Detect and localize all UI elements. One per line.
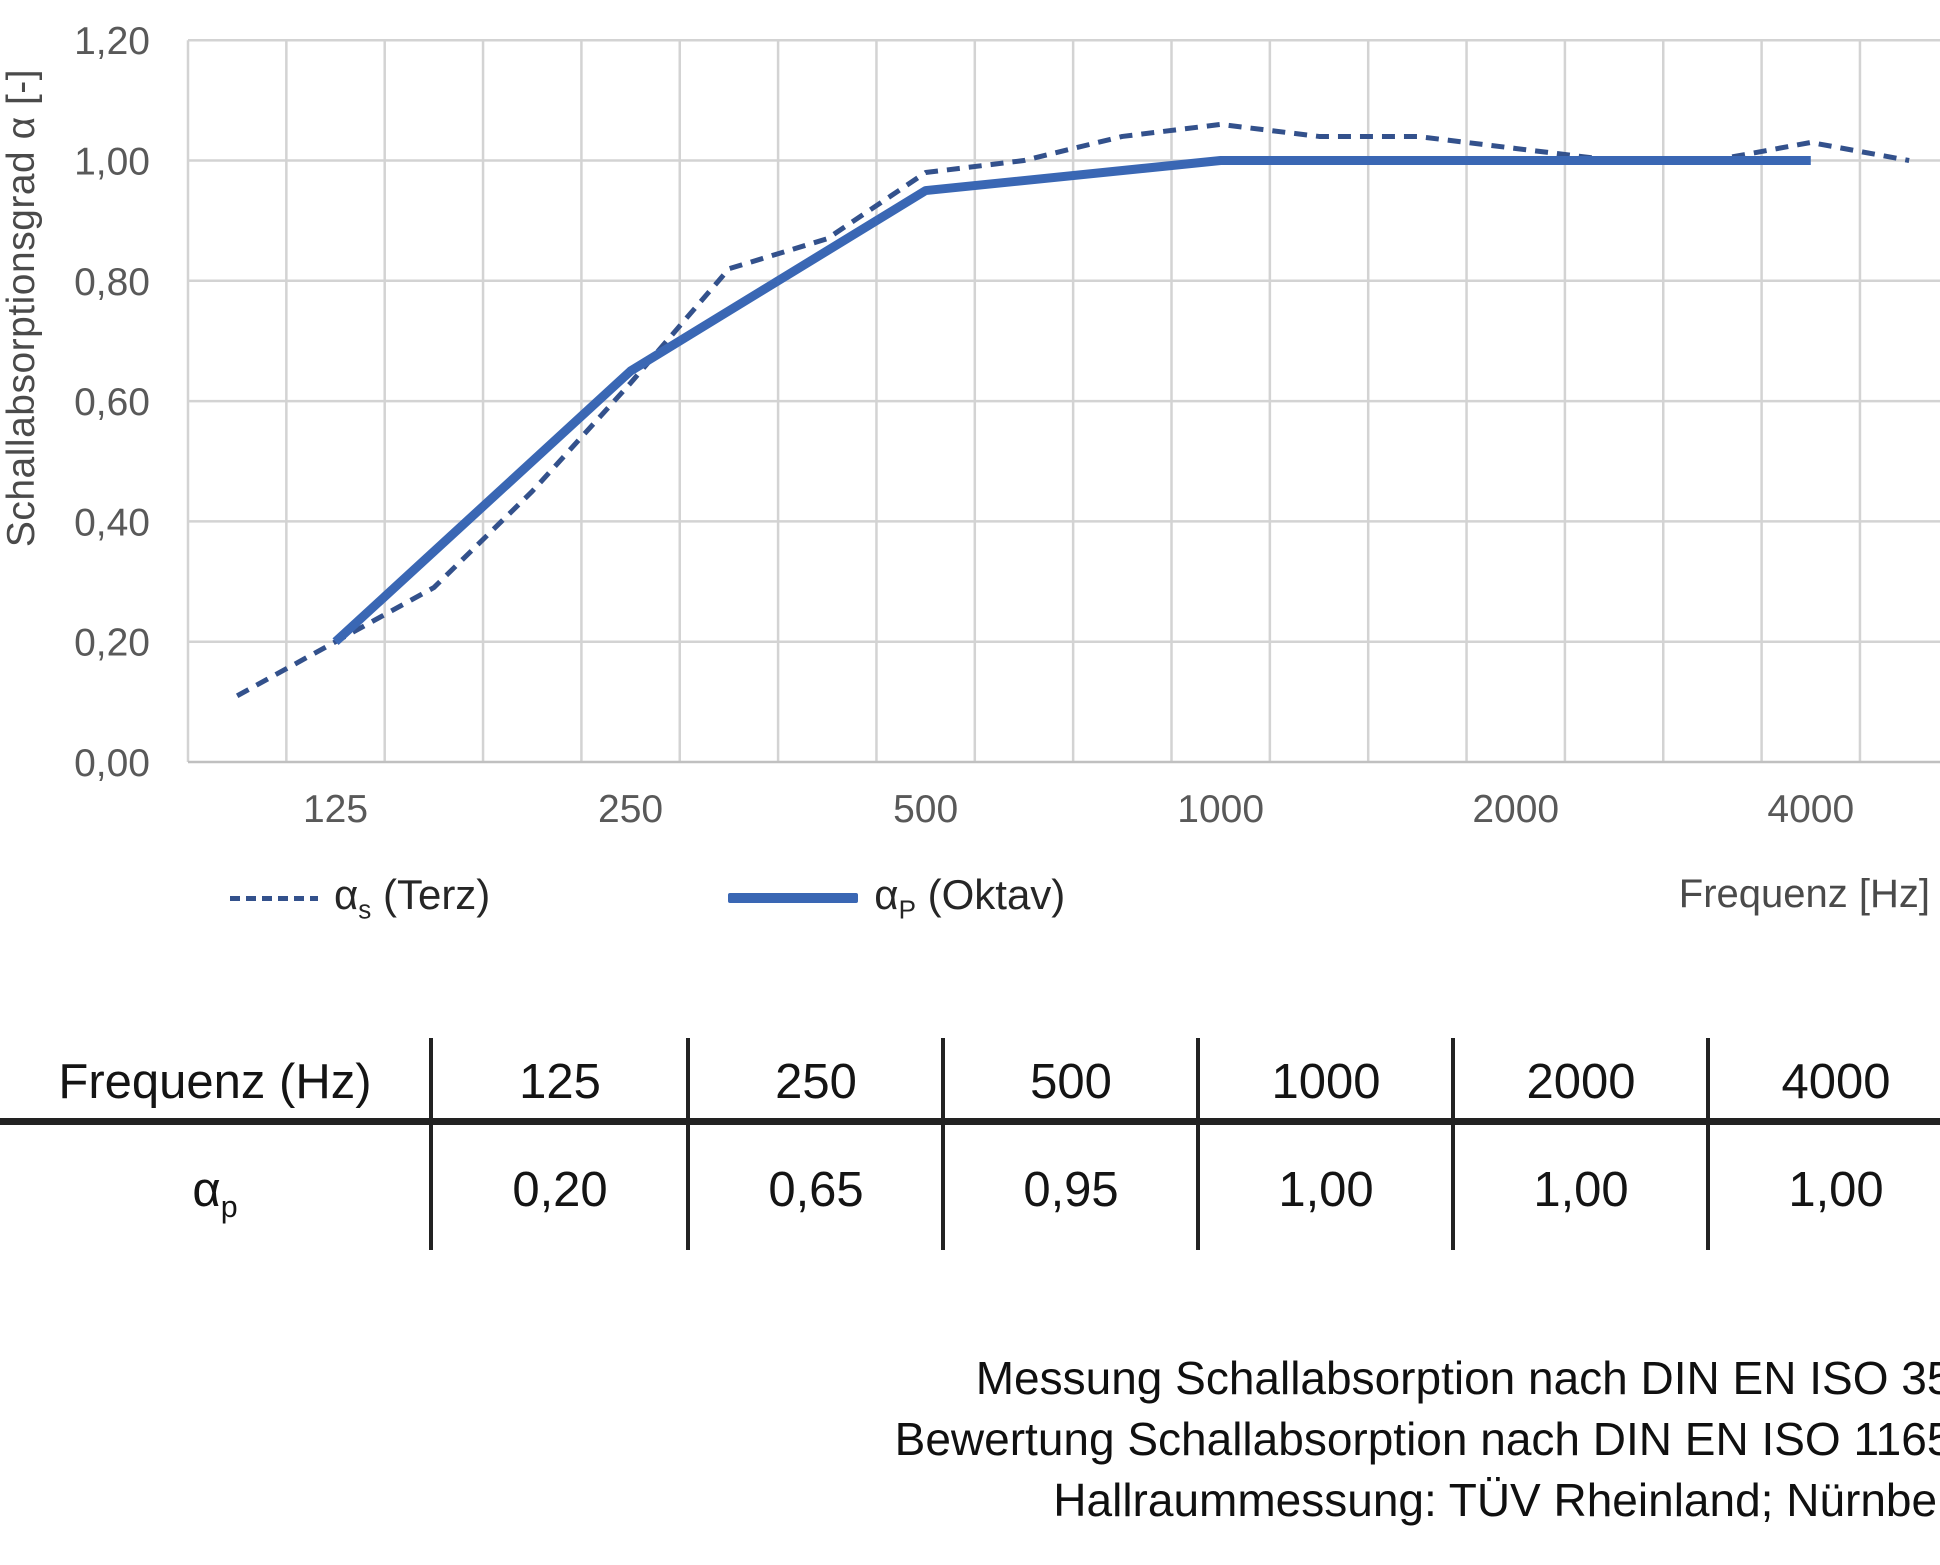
chart-legend: αs (Terz) αP (Oktav) <box>185 868 1065 928</box>
footer-line-2: Bewertung Schallabsorption nach DIN EN I… <box>894 1413 1940 1465</box>
terz-dashed-line-swatch <box>230 895 318 901</box>
table-divider <box>1451 1038 1455 1250</box>
table-value-500: 0,95 <box>1023 1163 1119 1217</box>
table-value-250: 0,65 <box>768 1163 864 1217</box>
table-value-2000: 1,00 <box>1533 1163 1629 1217</box>
table-header-125: 125 <box>519 1055 601 1109</box>
legend-label-oktav: αP (Oktav) <box>874 870 1066 925</box>
x-axis-title: Frequenz [Hz] <box>1678 872 1930 916</box>
table-divider <box>686 1038 690 1250</box>
table-header-250: 250 <box>775 1055 857 1109</box>
table-row-label-alpha-p: αp <box>192 1163 238 1224</box>
table-divider <box>941 1038 945 1250</box>
oktav-solid-series-line <box>332 156 1811 646</box>
table-divider <box>1196 1038 1200 1250</box>
x-tick-label: 125 <box>303 788 368 831</box>
x-tick-label: 250 <box>598 788 663 831</box>
table-value-4000: 1,00 <box>1788 1163 1884 1217</box>
table-header-4000: 4000 <box>1781 1055 1891 1109</box>
norm-reference-text: Messung Schallabsorption nach DIN EN ISO… <box>895 1348 1940 1531</box>
oktav-solid-line-swatch <box>728 893 859 903</box>
table-divider <box>429 1038 433 1250</box>
x-tick-label: 4000 <box>1767 788 1854 831</box>
table-value-125: 0,20 <box>512 1163 608 1217</box>
y-tick-label: 0,20 <box>74 622 150 665</box>
x-tick-label: 1000 <box>1177 788 1264 831</box>
table-value-1000: 1,00 <box>1278 1163 1374 1217</box>
table-header-frequency: Frequenz (Hz) <box>58 1055 372 1109</box>
table-header-2000: 2000 <box>1526 1055 1636 1109</box>
table-header-1000: 1000 <box>1271 1055 1381 1109</box>
table-divider <box>1706 1038 1710 1250</box>
y-tick-label: 0,60 <box>74 381 150 424</box>
x-tick-label: 2000 <box>1472 788 1559 831</box>
y-tick-label: 1,00 <box>74 141 150 184</box>
legend-label-terz: αs (Terz) <box>334 870 491 925</box>
y-tick-label: 0,40 <box>74 501 150 544</box>
absorption-line-chart: 1,20 1,00 0,80 0,60 0,40 0,20 0,00 125 250 500 100… <box>74 20 1940 831</box>
x-tick-label: 500 <box>893 788 958 831</box>
y-tick-label: 1,20 <box>74 20 150 63</box>
y-tick-label: 0,80 <box>74 261 150 304</box>
table-header-rule <box>0 1118 1940 1125</box>
y-tick-label: 0,00 <box>74 742 150 785</box>
footer-line-3: Hallraummessung: TÜV Rheinland; Nürnberg <box>1053 1474 1940 1526</box>
footer-line-1: Messung Schallabsorption nach DIN EN ISO… <box>975 1352 1940 1404</box>
table-header-500: 500 <box>1030 1055 1112 1109</box>
